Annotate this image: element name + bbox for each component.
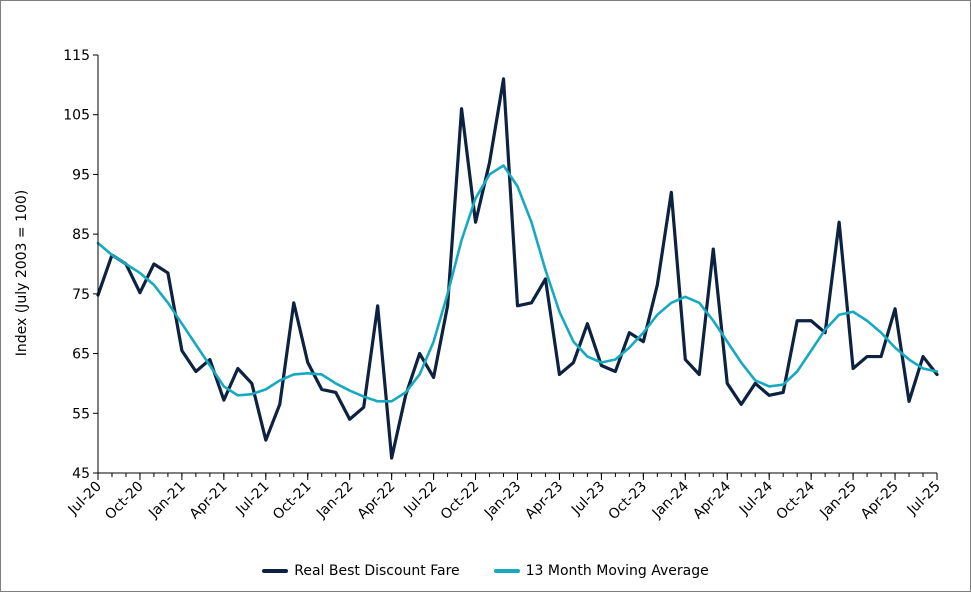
- x-tick-label: Apr-23: [522, 479, 566, 523]
- x-tick-label: Jul-22: [400, 479, 440, 519]
- y-tick-label: 115: [63, 48, 90, 64]
- legend: Real Best Discount Fare 13 Month Moving …: [0, 560, 971, 582]
- y-tick-label: 75: [72, 287, 90, 303]
- x-tick-label: Oct-20: [102, 479, 147, 524]
- y-tick-label: 45: [72, 466, 90, 482]
- legend-item-real-fare: Real Best Discount Fare: [262, 563, 460, 579]
- x-tick-label: Jan-22: [313, 479, 356, 522]
- line-chart: Index (July 2003 = 100) 45 55 65 75 85 95 105 1…: [14, 48, 944, 523]
- legend-label-real-fare: Real Best Discount Fare: [294, 563, 460, 579]
- legend-swatch-moving-average: [493, 569, 520, 573]
- legend-swatch-real-fare: [262, 569, 289, 573]
- y-tick-label: 95: [72, 167, 90, 183]
- x-tick-label: Oct-24: [773, 478, 818, 523]
- x-tick-label: Apr-25: [858, 479, 902, 523]
- series-lines: [96, 77, 939, 460]
- x-tick-label: Jan-21: [145, 479, 188, 522]
- x-tick-label: Apr-21: [187, 479, 231, 523]
- series-line-real-fare: [96, 77, 939, 460]
- y-axis-ticks: 45 55 65 75 85 95 105 115: [63, 48, 98, 482]
- series-line-moving-average: [96, 164, 939, 403]
- x-tick-label: Jul-24: [736, 478, 776, 518]
- x-tick-label: Oct-22: [438, 479, 483, 524]
- x-tick-label: Jul-23: [568, 479, 608, 519]
- x-tick-label: Apr-24: [690, 478, 734, 522]
- y-tick-label: 55: [72, 406, 90, 422]
- x-tick-label: Jul-20: [65, 479, 105, 519]
- x-tick-label: Jul-25: [904, 479, 944, 519]
- x-tick-label: Jul-21: [232, 479, 272, 519]
- x-tick-label: Apr-22: [354, 479, 398, 523]
- x-tick-label: Jan-25: [816, 479, 859, 522]
- legend-item-moving-average: 13 Month Moving Average: [493, 563, 709, 579]
- x-tick-label: Oct-23: [606, 479, 651, 524]
- y-tick-label: 65: [72, 347, 90, 363]
- y-axis-label: Index (July 2003 = 100): [14, 190, 30, 357]
- x-tick-label: Oct-21: [270, 479, 315, 524]
- x-tick-label: Jan-24: [649, 478, 693, 522]
- legend-label-moving-average: 13 Month Moving Average: [525, 563, 709, 579]
- y-tick-label: 105: [63, 108, 90, 124]
- x-tick-label: Jan-23: [481, 479, 524, 522]
- y-tick-label: 85: [72, 227, 90, 243]
